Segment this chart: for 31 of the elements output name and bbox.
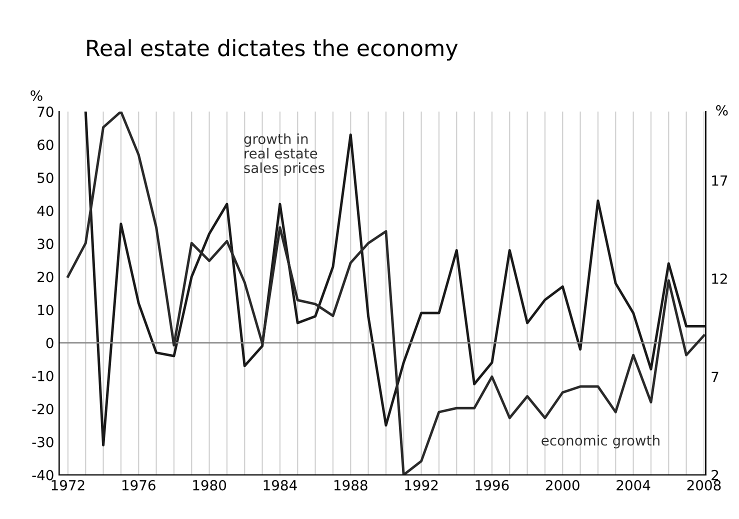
y-tick-label: -40 [32,470,54,480]
x-tick-label: 1988 [334,480,368,490]
y-tick-label: 20 [38,272,54,282]
y2-tick-label: 17 [712,175,728,186]
y-tick-label: -30 [32,436,54,448]
x-tick-label: 2004 [616,480,650,490]
x-tick-label: 1976 [122,480,156,490]
x-tick-label: 1980 [193,480,226,490]
x-tick-label: 1984 [264,480,297,490]
chart-title: Real estate dictates the economy [87,39,458,61]
y-tick-label: 70 [38,106,54,118]
x-tick-label: 1996 [476,480,509,490]
y-tick-label: 10 [38,304,54,316]
x-tick-label: 1992 [405,480,438,490]
annotation: economic growth [542,434,660,448]
y-tick-label: -10 [32,370,54,382]
x-tick-label: 2000 [546,480,580,490]
x-tick-label: 2008 [687,480,721,490]
y-tick-label: 40 [37,206,54,216]
y2-tick-label: 7 [712,372,718,382]
x-tick-label: 1972 [52,480,84,490]
y-tick-label: 0 [46,338,54,348]
y2-axis-title: % [716,105,728,116]
y-axis-title: % [30,90,42,101]
y-tick-label: -20 [32,404,54,414]
y-tick-label: 30 [38,238,54,250]
y-tick-label: 50 [38,172,54,184]
y2-tick-label: 2 [712,470,718,480]
y2-tick-label: 12 [712,273,727,284]
annotation: growth in real estate sales prices [244,133,324,176]
y-tick-label: 60 [38,140,54,150]
